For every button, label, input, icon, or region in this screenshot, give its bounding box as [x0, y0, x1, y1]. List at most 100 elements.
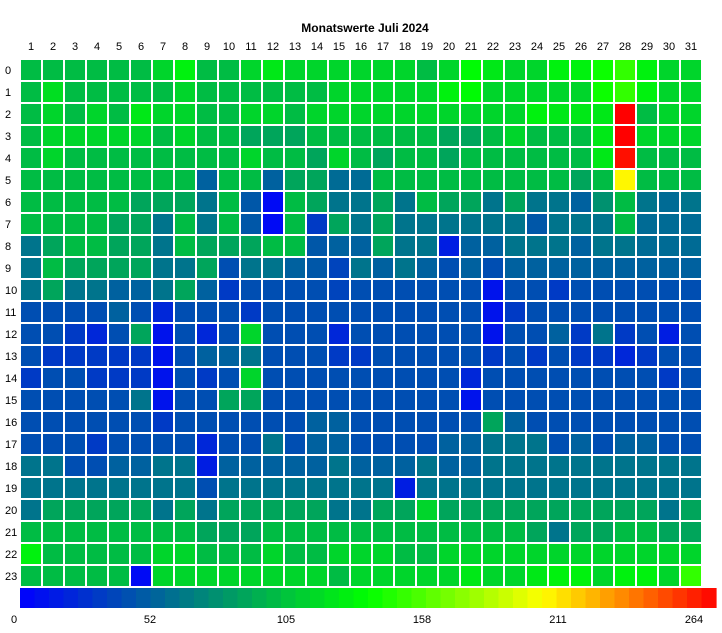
heatmap-cell: [373, 258, 393, 278]
heatmap-cell: [131, 346, 151, 366]
heatmap-cell: [307, 148, 327, 168]
heatmap-cell: [153, 324, 173, 344]
heatmap-cell: [505, 148, 525, 168]
heatmap-cell: [461, 280, 481, 300]
heatmap-cell: [197, 478, 217, 498]
heatmap-cell: [439, 192, 459, 212]
heatmap-cell: [263, 236, 283, 256]
heatmap-cell: [329, 434, 349, 454]
heatmap-cell: [87, 456, 107, 476]
heatmap-cell: [593, 104, 613, 124]
heatmap-cell: [175, 478, 195, 498]
heatmap-cell: [21, 434, 41, 454]
heatmap-cell: [461, 170, 481, 190]
colorbar-segment: [339, 588, 355, 608]
heatmap-cell: [439, 126, 459, 146]
colorbar-segment: [63, 588, 79, 608]
heatmap-cell: [109, 566, 129, 586]
heatmap-cell: [615, 434, 635, 454]
heatmap-cell: [263, 60, 283, 80]
heatmap-cell: [681, 302, 701, 322]
heatmap-cell: [263, 258, 283, 278]
heatmap-cell: [219, 390, 239, 410]
heatmap-cell: [439, 434, 459, 454]
heatmap-cell: [241, 544, 261, 564]
heatmap-cell: [329, 412, 349, 432]
heatmap-cell: [197, 60, 217, 80]
heatmap-cell: [285, 500, 305, 520]
heatmap-cell: [637, 390, 657, 410]
heatmap-cell: [659, 434, 679, 454]
heatmap-cell: [527, 412, 547, 432]
heatmap-cell: [659, 60, 679, 80]
heatmap-cell: [549, 258, 569, 278]
heatmap-cell: [21, 236, 41, 256]
heatmap-cell: [593, 170, 613, 190]
heatmap-cell: [505, 434, 525, 454]
heatmap-cell: [153, 346, 173, 366]
heatmap-cell: [131, 412, 151, 432]
heatmap-cell: [373, 368, 393, 388]
heatmap-cell: [21, 192, 41, 212]
heatmap-cell: [175, 346, 195, 366]
heatmap-cell: [373, 346, 393, 366]
heatmap-cell: [659, 104, 679, 124]
heatmap-cell: [527, 104, 547, 124]
heatmap-cell: [571, 478, 591, 498]
x-tick-label: 24: [531, 41, 543, 53]
heatmap-cell: [505, 302, 525, 322]
heatmap-cell: [219, 214, 239, 234]
heatmap-cell: [65, 104, 85, 124]
heatmap-cell: [659, 390, 679, 410]
colorbar-segment: [324, 588, 340, 608]
colorbar-segment: [600, 588, 616, 608]
heatmap-cell: [131, 500, 151, 520]
heatmap-cell: [615, 126, 635, 146]
heatmap-cell: [65, 236, 85, 256]
heatmap-cell: [131, 104, 151, 124]
heatmap-cell: [153, 236, 173, 256]
heatmap-cell: [153, 60, 173, 80]
x-tick-label: 20: [443, 41, 455, 53]
heatmap-cell: [87, 214, 107, 234]
heatmap-cell: [417, 214, 437, 234]
heatmap-cell: [549, 60, 569, 80]
heatmap-cell: [461, 390, 481, 410]
heatmap-cell: [615, 60, 635, 80]
y-tick-label: 22: [5, 549, 17, 561]
colorbar-segment: [266, 588, 282, 608]
heatmap-cell: [637, 104, 657, 124]
heatmap-cell: [637, 82, 657, 102]
heatmap-cell: [637, 302, 657, 322]
heatmap-cell: [329, 104, 349, 124]
heatmap-cell: [549, 82, 569, 102]
heatmap-cell: [373, 170, 393, 190]
heatmap-cell: [241, 412, 261, 432]
heatmap-cell: [373, 434, 393, 454]
heatmap-cell: [109, 544, 129, 564]
heatmap-cell: [593, 412, 613, 432]
heatmap-cell: [549, 236, 569, 256]
y-tick-label: 7: [5, 219, 11, 231]
heatmap-cell: [219, 346, 239, 366]
heatmap-cell: [21, 500, 41, 520]
heatmap-cell: [43, 60, 63, 80]
heatmap-cell: [439, 566, 459, 586]
heatmap-cell: [681, 346, 701, 366]
colorbar-segment: [440, 588, 456, 608]
heatmap-cell: [571, 104, 591, 124]
heatmap-cell: [131, 456, 151, 476]
heatmap-cell: [659, 456, 679, 476]
heatmap-cell: [43, 148, 63, 168]
heatmap-cell: [549, 544, 569, 564]
heatmap-cell: [65, 192, 85, 212]
heatmap-cell: [571, 148, 591, 168]
heatmap-cell: [395, 434, 415, 454]
heatmap-cell: [219, 170, 239, 190]
heatmap-cell: [593, 324, 613, 344]
colorbar-segment: [527, 588, 543, 608]
heatmap-cell: [263, 346, 283, 366]
colorbar-segment: [542, 588, 558, 608]
heatmap-cell: [263, 302, 283, 322]
heatmap-cell: [219, 412, 239, 432]
